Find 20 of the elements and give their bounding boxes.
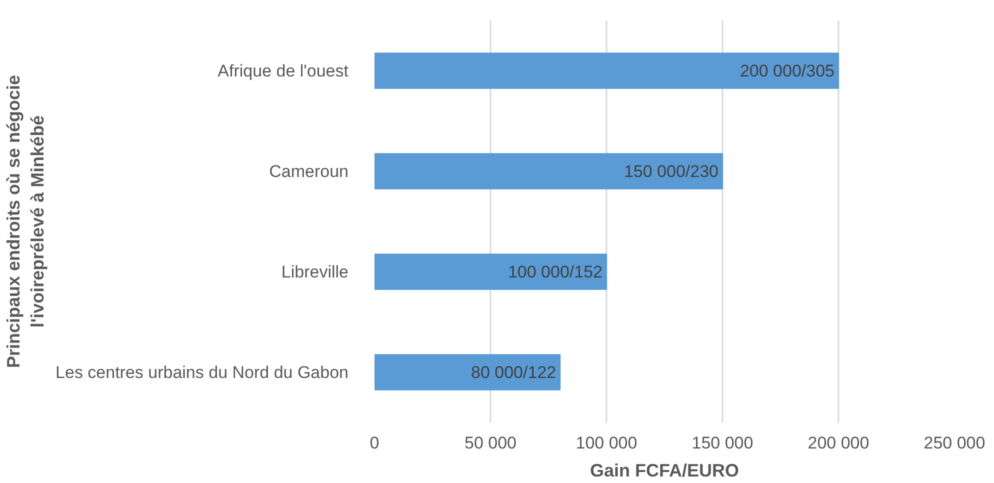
- x-tick-label: 100 000: [576, 434, 638, 452]
- bar: [374, 254, 607, 290]
- data-label: 150 000/230: [624, 162, 719, 181]
- x-tick-label: 250 000: [924, 434, 986, 452]
- y-tick-label: Les centres urbains du Nord du Gabon: [56, 362, 349, 382]
- data-label: 80 000/122: [471, 362, 556, 382]
- y-tick-label: Cameroun: [269, 162, 349, 181]
- y-tick-label: Afrique de l'ouest: [218, 61, 349, 80]
- y-axis-title: Principaux endroits où se négocie l'ivoireprélevé à Minkébé: [4, 74, 48, 368]
- bar: [374, 354, 561, 390]
- bar: [374, 52, 839, 89]
- x-tick-label: 150 000: [692, 434, 754, 452]
- bar: [374, 153, 723, 190]
- x-axis-title: Gain FCFA/EURO: [590, 460, 740, 480]
- y-tick-label: Libreville: [281, 262, 349, 282]
- data-label: 100 000/152: [508, 262, 603, 282]
- x-tick-label: 200 000: [808, 434, 870, 452]
- x-tick-label: 0: [370, 434, 380, 452]
- data-label: 200 000/305: [740, 61, 835, 80]
- x-tick-label: 50 000: [464, 434, 516, 452]
